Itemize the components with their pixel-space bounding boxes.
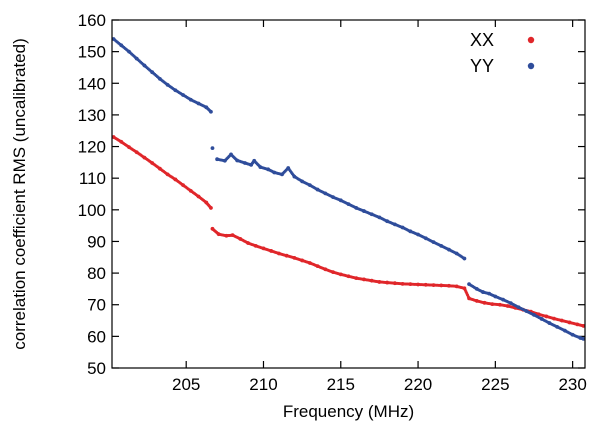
y-tick-label: 70 — [87, 296, 106, 315]
x-tick-label: 210 — [249, 375, 277, 394]
x-tick-label: 225 — [481, 375, 509, 394]
data-point — [209, 206, 213, 210]
plot-frame — [111, 19, 586, 369]
y-axis-label: correlation coefficient RMS (uncalibrate… — [10, 38, 29, 350]
y-tick-label: 80 — [87, 264, 106, 283]
x-axis-ticks: 205 210 215 220 225 230 — [172, 20, 587, 394]
y-tick-label: 160 — [78, 11, 106, 30]
y-tick-label: 110 — [79, 169, 106, 188]
legend-label-yy: YY — [470, 56, 494, 76]
x-axis-label: Frequency (MHz) — [283, 402, 414, 421]
y-tick-label: 150 — [78, 43, 106, 62]
y-tick-label: 140 — [78, 74, 106, 93]
data-point — [581, 336, 586, 341]
y-tick-label: 90 — [87, 232, 106, 251]
legend-marker-yy — [527, 62, 535, 70]
x-tick-label: 215 — [327, 375, 355, 394]
y-axis-ticks: 50 60 70 80 90 100 110 120 130 140 150 160 — [78, 11, 585, 378]
y-tick-label: 130 — [78, 106, 106, 125]
y-tick-label: 120 — [78, 138, 106, 157]
y-tick-label: 60 — [87, 327, 106, 346]
series-xx — [111, 135, 586, 328]
series-layer — [111, 37, 586, 341]
data-point — [462, 256, 467, 261]
series-yy — [111, 37, 586, 341]
y-tick-label: 50 — [87, 359, 106, 378]
x-tick-label: 205 — [172, 375, 200, 394]
x-tick-label: 220 — [404, 375, 432, 394]
y-tick-label: 100 — [78, 201, 106, 220]
legend-label-xx: XX — [470, 30, 494, 50]
data-point — [209, 109, 213, 114]
x-tick-label: 230 — [558, 375, 586, 394]
data-point — [210, 146, 215, 151]
legend: XX YY — [470, 30, 535, 76]
legend-marker-xx — [527, 36, 535, 44]
data-point — [581, 324, 586, 328]
